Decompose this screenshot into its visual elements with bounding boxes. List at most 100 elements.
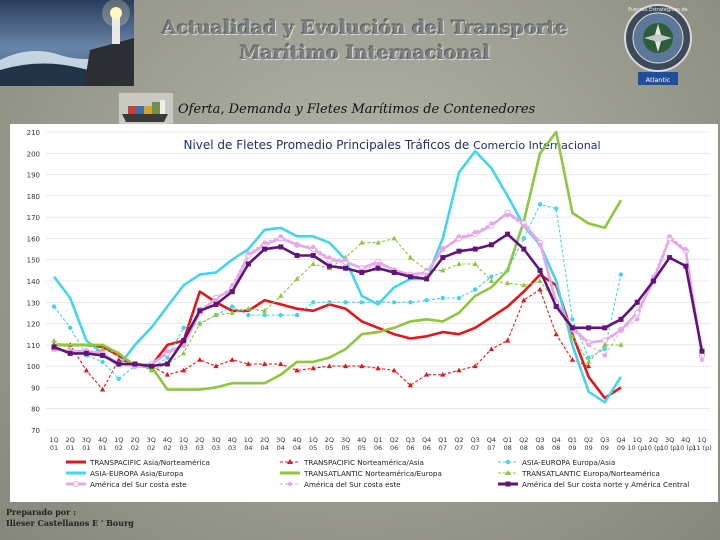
data-point (601, 337, 608, 344)
data-point (489, 274, 494, 279)
data-point (618, 316, 624, 322)
data-point (278, 361, 284, 367)
data-point (424, 297, 429, 303)
legend-label: TRANSPACIFIC Norteamérica/Asia (303, 458, 424, 467)
data-point (554, 206, 559, 211)
y-tick-label: 190 (27, 172, 40, 180)
data-point (116, 350, 122, 356)
data-point (245, 361, 251, 367)
prepared-by-author: Ilieser Castellanos E ' Bourg (6, 518, 134, 528)
data-point (262, 361, 268, 367)
data-point (213, 297, 219, 303)
legend-label: América del Sur costa este (304, 480, 401, 489)
data-point (634, 309, 641, 317)
data-point (456, 248, 462, 254)
data-point (440, 295, 445, 301)
data-point (213, 312, 219, 318)
data-point (359, 269, 365, 275)
x-tick-label: 1Q 03 (179, 436, 188, 452)
data-point (294, 312, 300, 318)
data-point (683, 246, 688, 252)
legend-marker (287, 459, 293, 464)
data-point (67, 350, 73, 356)
data-point (521, 236, 526, 241)
y-tick-label: 90 (31, 384, 40, 392)
data-point (164, 371, 170, 377)
series-line (54, 273, 622, 400)
page-subtitle: Oferta, Demanda y Fletes Marítimos de Co… (178, 102, 536, 117)
container-ship-icon (117, 91, 175, 127)
data-point (407, 274, 413, 280)
x-tick-label: Q3 07 (471, 436, 480, 452)
chart-title-part-2: Comercio Internacional (473, 139, 600, 152)
data-point (213, 363, 219, 369)
data-point (229, 289, 235, 295)
data-point (488, 242, 494, 248)
data-point (634, 299, 640, 305)
x-tick-label: Q1 07 (438, 436, 447, 452)
data-point (51, 337, 57, 343)
data-point (440, 371, 446, 377)
x-tick-label: 3Q 02 (147, 436, 156, 452)
data-point (407, 382, 413, 388)
data-point (262, 240, 267, 245)
data-point (569, 356, 575, 362)
data-point (375, 365, 381, 371)
organization-logo: Fuerzas Estratégicas de Atlantic (620, 2, 696, 88)
x-tick-label: Q3 09 (600, 436, 609, 452)
title-line-1: Actualidad y Evolución del Transporte (162, 17, 568, 39)
logo-bottom-text: Atlantic (646, 76, 671, 84)
x-tick-label: 2Q 04 (260, 436, 269, 452)
data-point (245, 305, 251, 311)
legend-label: TRANSATLANTIC Norteamérica/Europa (303, 469, 442, 478)
legend-marker (287, 481, 293, 487)
x-tick-label: Q2 09 (584, 436, 593, 452)
data-point (699, 348, 705, 354)
legend-label: TRANSPACIFIC Asia/Norteamérica (89, 458, 210, 467)
data-point (294, 367, 300, 373)
data-point (521, 297, 527, 303)
data-point (278, 244, 284, 250)
data-point (51, 304, 57, 309)
data-point (262, 246, 268, 252)
x-tick-label: Q2 08 (519, 436, 528, 452)
data-point (521, 282, 527, 288)
series-line (52, 149, 623, 404)
x-tick-label: 3Q 05 (341, 436, 350, 452)
data-point (408, 300, 413, 305)
x-tick-label: 4Q 04 (292, 436, 301, 452)
data-point (165, 355, 170, 360)
y-tick-label: 180 (27, 193, 40, 201)
data-point (440, 267, 446, 273)
x-tick-label: 2Q 03 (195, 436, 204, 452)
y-tick-label: 120 (27, 321, 40, 329)
data-point (650, 278, 656, 284)
data-point (488, 346, 494, 352)
data-point (246, 251, 251, 256)
data-point (505, 337, 511, 343)
data-point (375, 265, 381, 271)
data-point (311, 300, 316, 305)
y-tick-label: 100 (27, 363, 40, 371)
data-point (229, 310, 235, 315)
data-point (375, 239, 381, 245)
data-point (197, 320, 203, 326)
data-point (553, 304, 559, 310)
y-tick-label: 160 (27, 235, 40, 243)
x-tick-label: 2Q 01 (66, 436, 75, 452)
data-point (100, 353, 106, 358)
x-tick-label: 3Q 10 (p) (660, 436, 680, 452)
data-point (310, 365, 316, 371)
data-point (164, 361, 170, 367)
data-point (245, 261, 251, 267)
data-point (100, 386, 106, 392)
data-point (602, 342, 608, 347)
legend-label: América del Sur costa norte y América Ce… (522, 480, 689, 489)
legend-label: ASIA-EUROPA Europa/Asia (522, 458, 615, 467)
chart-panel: Nivel de Fletes Promedio Principales Trá… (10, 124, 718, 502)
chart-title-part-1: Nivel de Fletes Promedio Principales Trá… (183, 138, 473, 152)
data-point (197, 308, 203, 314)
data-point (246, 312, 251, 318)
data-point (100, 359, 105, 365)
data-point (537, 278, 543, 283)
